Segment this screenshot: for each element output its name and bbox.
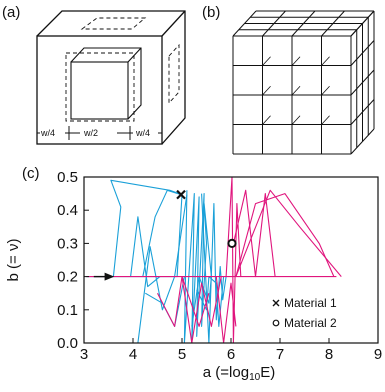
cube-inner-strut bbox=[262, 115, 271, 125]
y-tick-label: 0.3 bbox=[57, 235, 78, 252]
y-tick-label: 0.5 bbox=[57, 169, 78, 186]
material-1-marker bbox=[176, 189, 186, 200]
series-1-path-7 bbox=[183, 190, 212, 343]
start-arrow-head bbox=[104, 272, 115, 281]
series-2-path-6 bbox=[235, 193, 335, 277]
series-2 bbox=[86, 177, 342, 343]
x-tick-label: 9 bbox=[374, 346, 382, 363]
y-tick-label: 0.4 bbox=[57, 202, 78, 219]
y-tick-label: 0.1 bbox=[57, 302, 78, 319]
cube-right-depth-line bbox=[350, 99, 375, 125]
series-2-path-8 bbox=[215, 276, 237, 343]
x-tick-label: 6 bbox=[227, 346, 235, 363]
y-tick-label: 0.2 bbox=[57, 269, 78, 286]
x-tick-label: 5 bbox=[178, 346, 186, 363]
cube-inner-strut bbox=[262, 56, 271, 66]
x-tick-label: 8 bbox=[325, 346, 333, 363]
dim-label-middle: w/2 bbox=[83, 128, 98, 138]
series-1-path-4 bbox=[137, 194, 188, 343]
panel-a-outer-cube bbox=[36, 10, 186, 145]
panel-a: (a) w/4 w/2 w/4 bbox=[2, 4, 186, 145]
legend-label-material-2: Material 2 bbox=[284, 316, 337, 330]
legend-label-material-1: Material 1 bbox=[284, 296, 337, 310]
cube-top-depth-line bbox=[321, 10, 345, 37]
series-1-path-9 bbox=[201, 193, 227, 343]
series-1-path-5 bbox=[130, 216, 161, 288]
x-tick-label: 4 bbox=[129, 346, 137, 363]
material-2-marker bbox=[227, 238, 237, 248]
panel-a-label: (a) bbox=[2, 4, 20, 21]
cube-right-depth-line bbox=[350, 128, 375, 155]
x-axis-label: a (=log10E) bbox=[203, 364, 275, 383]
panel-b-lattice-cube bbox=[232, 10, 375, 155]
y-axis-label: b (= ν) bbox=[5, 239, 22, 282]
panel-b: (b) bbox=[202, 4, 375, 155]
panel-b-label: (b) bbox=[202, 4, 220, 21]
chart-plot-area: 3 4 5 6 7 8 9 0.0 0.1 0.2 0.3 0.4 0.5 a (=log10E) b (=… bbox=[5, 169, 382, 383]
chart-data-layer bbox=[86, 177, 342, 343]
x-tick-label: 3 bbox=[80, 346, 88, 363]
panel-c-label: (c) bbox=[22, 165, 40, 182]
panel-a-dashed-openings bbox=[65, 17, 180, 122]
series-2-path-3 bbox=[225, 177, 242, 343]
panel-a-dimension-ticks bbox=[36, 126, 163, 140]
series-1-path-2 bbox=[110, 179, 183, 277]
cube-inner-strut bbox=[291, 56, 301, 66]
series-2-path-2 bbox=[181, 276, 222, 343]
legend-marker-circle bbox=[272, 319, 280, 327]
panel-c: (c) 3 4 5 6 7 8 9 0.0 0.1 0.2 0.3 0.4 0.5 a (=log10E)… bbox=[5, 165, 382, 383]
cube-inner-strut bbox=[321, 56, 330, 66]
y-tick-label: 0.0 bbox=[57, 335, 78, 352]
cube-inner-strut bbox=[262, 85, 271, 96]
series-2-path-4 bbox=[232, 189, 276, 278]
cube-inner-strut bbox=[291, 85, 301, 96]
cube-inner-strut bbox=[321, 115, 330, 125]
dim-label-right: w/4 bbox=[135, 128, 150, 138]
dim-label-left: w/4 bbox=[40, 128, 55, 138]
series-1-path-10 bbox=[191, 276, 212, 327]
series-1-path-1 bbox=[86, 194, 183, 278]
series-1-path-3 bbox=[142, 189, 182, 277]
series-2-path-7 bbox=[157, 276, 210, 327]
series-2-path-5 bbox=[235, 189, 342, 277]
legend-marker-cross bbox=[272, 299, 280, 307]
panel-a-inner-cube bbox=[70, 47, 142, 120]
cube-inner-strut bbox=[291, 115, 301, 125]
x-tick-label: 7 bbox=[276, 346, 284, 363]
legend: Material 1 Material 2 bbox=[272, 296, 337, 330]
series-1 bbox=[86, 179, 227, 343]
cube-inner-strut bbox=[321, 85, 330, 96]
